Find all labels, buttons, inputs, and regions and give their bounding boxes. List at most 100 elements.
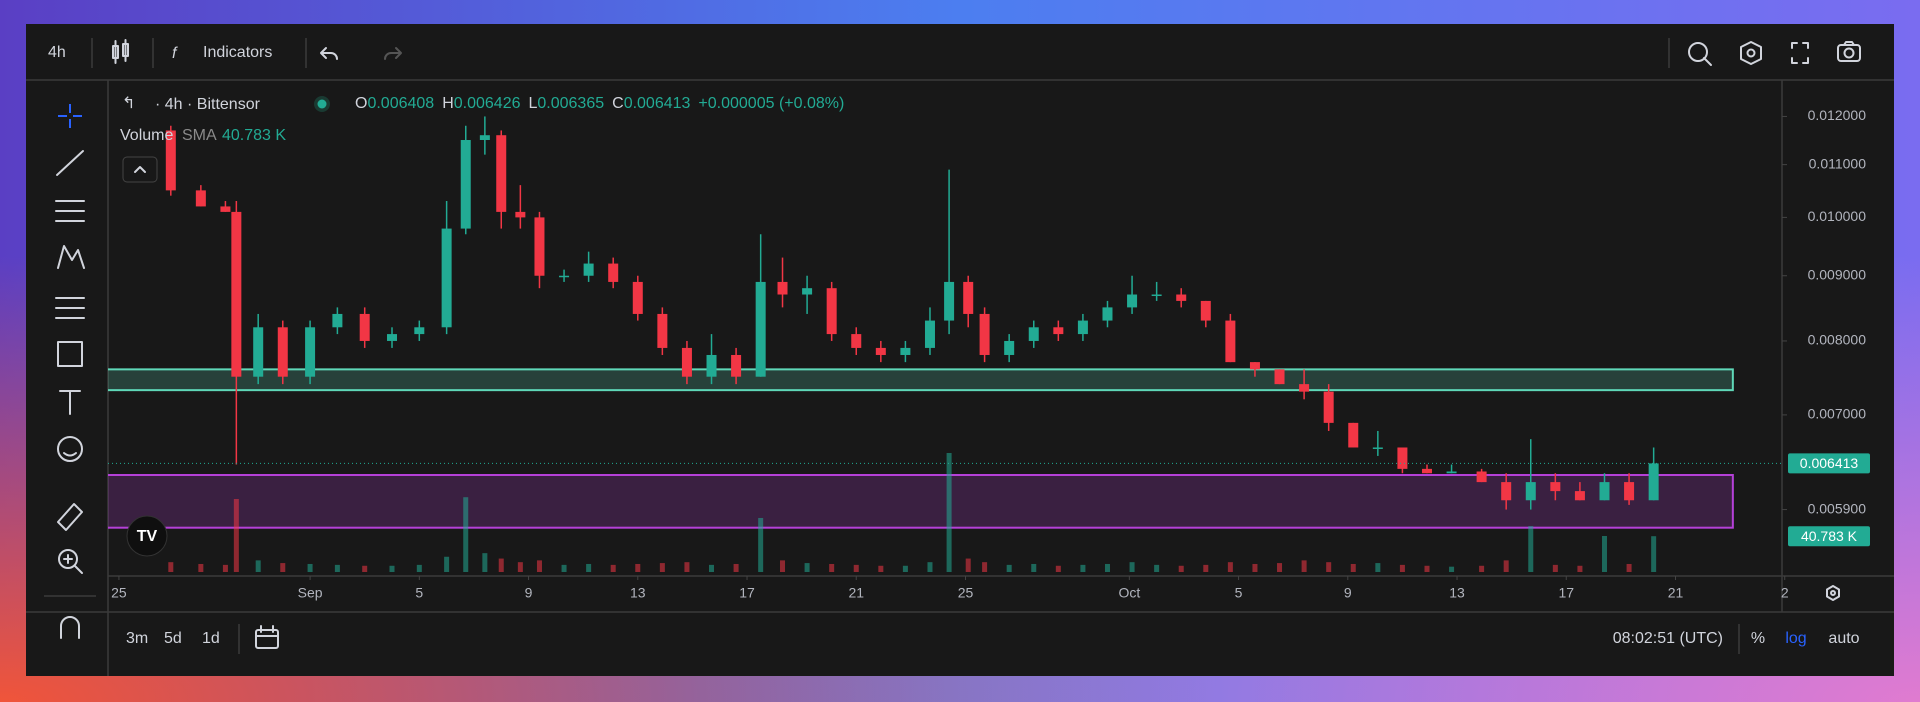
auto-button[interactable]: auto	[1828, 630, 1859, 647]
x-tick-label: 13	[630, 585, 646, 601]
axis-settings[interactable]	[1826, 585, 1840, 601]
x-tick-label: 5	[1235, 585, 1243, 601]
log-button[interactable]: log	[1785, 630, 1806, 647]
crosshair-tool[interactable]	[58, 104, 82, 128]
candle-body	[534, 217, 545, 276]
volume-bar	[635, 563, 641, 572]
candle-body	[1200, 300, 1211, 321]
volume-bar	[1301, 560, 1307, 572]
volume-bar	[168, 562, 174, 572]
y-tick-label: 0.012000	[1808, 107, 1867, 123]
status-dot	[317, 99, 327, 109]
forecast-tool[interactable]	[55, 297, 85, 319]
volume-bar	[498, 558, 504, 572]
volume-bar	[1104, 563, 1110, 572]
volume-bar	[233, 499, 239, 572]
candle-body	[1127, 294, 1138, 308]
ohlc-label: O	[355, 95, 367, 112]
pattern-tool[interactable]	[57, 245, 85, 269]
candle-body	[1274, 369, 1285, 385]
volume-bar	[1424, 565, 1430, 572]
plot	[108, 116, 1734, 572]
volume-tag-label: 40.783 K	[1801, 528, 1858, 544]
candle-body	[441, 228, 452, 328]
text-tool[interactable]	[59, 390, 81, 415]
volume-bar	[517, 562, 523, 572]
undo-button[interactable]	[320, 47, 338, 60]
range-button[interactable]: 3m	[126, 630, 148, 647]
volume-bar	[946, 453, 952, 572]
interval-button[interactable]: 4h	[48, 44, 66, 61]
snapshot-button[interactable]	[1837, 41, 1861, 62]
y-tick-label: 0.005900	[1808, 500, 1867, 516]
range-button[interactable]: 1d	[202, 630, 220, 647]
volume-bar	[927, 562, 933, 572]
volume-bar	[733, 563, 739, 572]
candle-body	[583, 263, 594, 276]
settings-button[interactable]	[1740, 41, 1762, 65]
chart-type-button[interactable]	[112, 39, 129, 64]
candle-body	[231, 211, 242, 377]
x-tick-label: 25	[111, 585, 127, 601]
x-tick-label: 25	[958, 585, 974, 601]
candle-body	[1151, 294, 1162, 297]
trendline-tool[interactable]	[56, 150, 84, 176]
last-price-label: 0.006413	[1800, 455, 1859, 471]
volume-bar	[1399, 564, 1405, 572]
volume-bar	[758, 517, 764, 572]
candle-body	[1004, 340, 1015, 355]
collapse-button[interactable]	[122, 156, 158, 183]
volume-bar	[444, 556, 450, 572]
magnet-tool[interactable]	[60, 616, 80, 639]
candle-body	[359, 313, 370, 341]
y-tick-label: 0.008000	[1808, 332, 1867, 348]
candle-body	[460, 140, 471, 229]
volume-bar	[1577, 565, 1583, 572]
candle-body	[608, 263, 619, 282]
x-tick-label: 17	[739, 585, 755, 601]
volume-bar	[389, 565, 395, 572]
volume-bar	[780, 560, 786, 572]
icon-tool[interactable]	[57, 436, 83, 462]
candle-body	[165, 130, 176, 191]
volume-bar	[222, 564, 228, 572]
candle-body	[1648, 463, 1659, 501]
volume-bar	[307, 563, 313, 572]
candle-body	[559, 275, 570, 278]
range-button[interactable]: 5d	[164, 630, 182, 647]
candle-body	[1299, 384, 1310, 392]
indicators-button[interactable]: Indicators	[203, 44, 272, 61]
ruler-tool[interactable]	[57, 503, 83, 531]
goto-date-button[interactable]	[255, 625, 279, 649]
volume-bar	[1227, 562, 1233, 572]
candle-body	[1249, 362, 1260, 370]
candle-body	[1624, 482, 1635, 501]
shape-tool[interactable]	[57, 341, 83, 367]
fullscreen-button[interactable]	[1791, 42, 1809, 64]
candle-body	[731, 354, 742, 377]
volume-bar	[1528, 526, 1534, 572]
candle-body	[332, 313, 343, 328]
candle-body	[220, 206, 231, 212]
candle-body	[851, 334, 862, 348]
candle-body	[1421, 468, 1432, 474]
fib-tool[interactable]	[55, 200, 85, 222]
x-tick-label: 21	[848, 585, 864, 601]
x-tick-label: 5	[415, 585, 423, 601]
collapse-arrow	[134, 166, 146, 173]
volume-bar	[965, 558, 971, 572]
candle-body	[496, 135, 507, 212]
candle-body	[305, 327, 316, 377]
last-price-tag	[1788, 453, 1870, 474]
redo-button[interactable]	[384, 47, 402, 60]
volume-bar	[1055, 565, 1061, 572]
volume-bar	[1601, 536, 1607, 572]
clock: 08:02:51 (UTC)	[1613, 630, 1723, 647]
alert-button[interactable]	[1688, 42, 1712, 66]
percent-button[interactable]: %	[1751, 630, 1765, 647]
candle-body	[802, 288, 813, 295]
volume-bar	[804, 563, 810, 572]
ohlc-value: 0.006365	[537, 95, 604, 112]
zoom-tool[interactable]	[58, 549, 83, 574]
